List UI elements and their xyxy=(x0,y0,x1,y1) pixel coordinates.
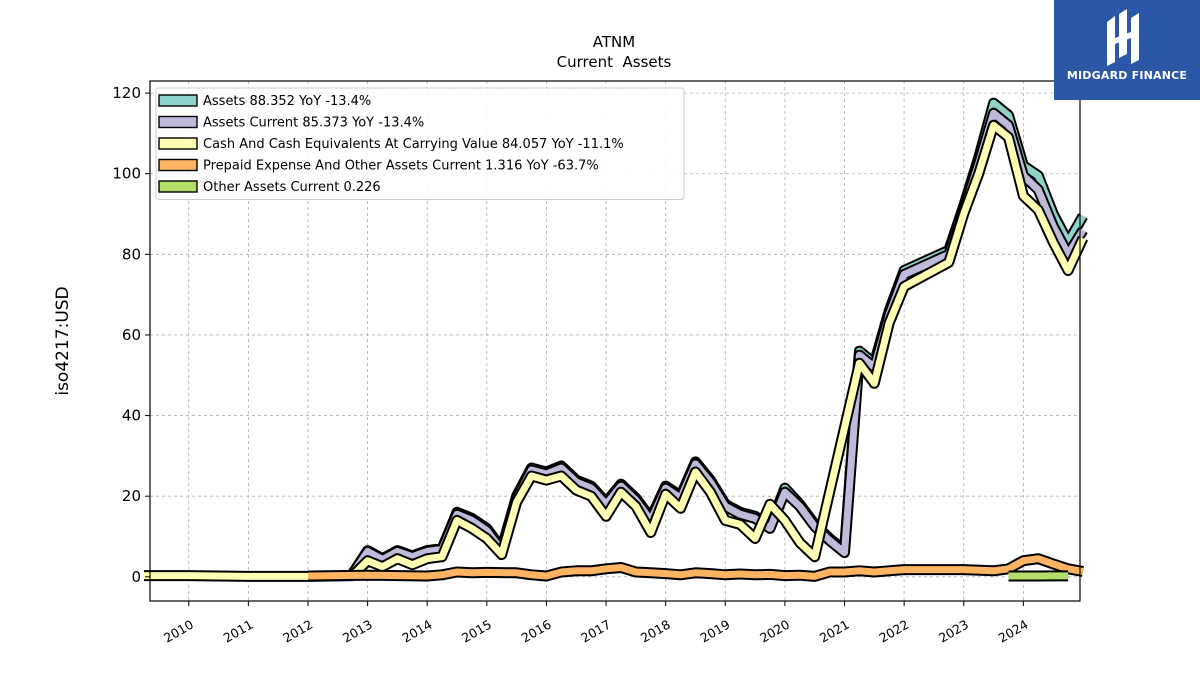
legend-item: Assets 88.352 YoY -13.4% xyxy=(158,94,371,109)
legend-box xyxy=(155,87,685,200)
legend-item: Other Assets Current 0.226 xyxy=(158,180,381,195)
x-tick-label: 2019 xyxy=(698,617,733,646)
legend-label: Cash And Cash Equivalents At Carrying Va… xyxy=(203,137,624,152)
x-tick-label: 2011 xyxy=(221,617,256,646)
x-tick-label: 2022 xyxy=(876,617,911,646)
chart-subtitle: Current Assets xyxy=(557,53,672,71)
y-tick-label: 20 xyxy=(122,487,141,505)
x-tick-label: 2021 xyxy=(817,617,852,646)
y-tick-label: 40 xyxy=(122,407,141,425)
legend-label: Other Assets Current 0.226 xyxy=(203,180,381,195)
brand-name: MIDGARD FINANCE xyxy=(1066,69,1188,82)
x-tick-label: 2013 xyxy=(340,617,375,646)
x-tick-label: 2010 xyxy=(161,617,196,646)
series-3 xyxy=(144,119,1088,582)
x-tick-label: 2014 xyxy=(399,617,434,646)
legend-label: Assets 88.352 YoY -13.4% xyxy=(203,94,371,109)
y-tick-label: 100 xyxy=(112,165,141,183)
y-tick-label: 0 xyxy=(131,568,141,586)
plot-frame xyxy=(149,80,1081,602)
legend-item: Cash And Cash Equivalents At Carrying Va… xyxy=(158,137,624,152)
legend-label: Assets Current 85.373 YoY -13.4% xyxy=(203,116,424,131)
chart-title: ATNM xyxy=(593,33,635,51)
legend-swatch xyxy=(158,94,198,107)
legend-swatch xyxy=(158,158,198,172)
legend-item: Prepaid Expense And Other Assets Current… xyxy=(158,158,599,174)
x-tick-label: 2017 xyxy=(578,617,613,646)
y-axis-label: iso4217:USD xyxy=(53,286,73,395)
y-tick-label: 60 xyxy=(122,326,141,344)
x-tick-label: 2015 xyxy=(459,617,494,646)
x-tick-label: 2016 xyxy=(519,617,554,646)
series-line xyxy=(144,121,1087,580)
legend: Assets 88.352 YoY -13.4% Assets Current 8… xyxy=(155,87,685,200)
plot-area xyxy=(144,97,1088,582)
y-tick-label: 80 xyxy=(122,245,141,263)
legend-item: Assets Current 85.373 YoY -13.4% xyxy=(158,115,424,131)
legend-label: Prepaid Expense And Other Assets Current… xyxy=(203,159,599,174)
series-4 xyxy=(307,553,1084,582)
x-tick-label: 2024 xyxy=(996,617,1031,646)
x-tick-label: 2012 xyxy=(280,617,315,646)
series-line xyxy=(307,555,1084,580)
legend-swatch xyxy=(158,115,198,129)
brand-mark-icon xyxy=(1107,9,1139,66)
x-tick-label: 2020 xyxy=(757,617,792,646)
brand-logo: MIDGARD FINANCE xyxy=(1054,0,1200,100)
legend-swatch xyxy=(158,137,198,150)
x-tick-label: 2023 xyxy=(936,617,971,646)
y-tick-label: 120 xyxy=(112,84,141,102)
legend-swatch xyxy=(158,180,198,193)
x-tick-label: 2018 xyxy=(638,617,673,646)
